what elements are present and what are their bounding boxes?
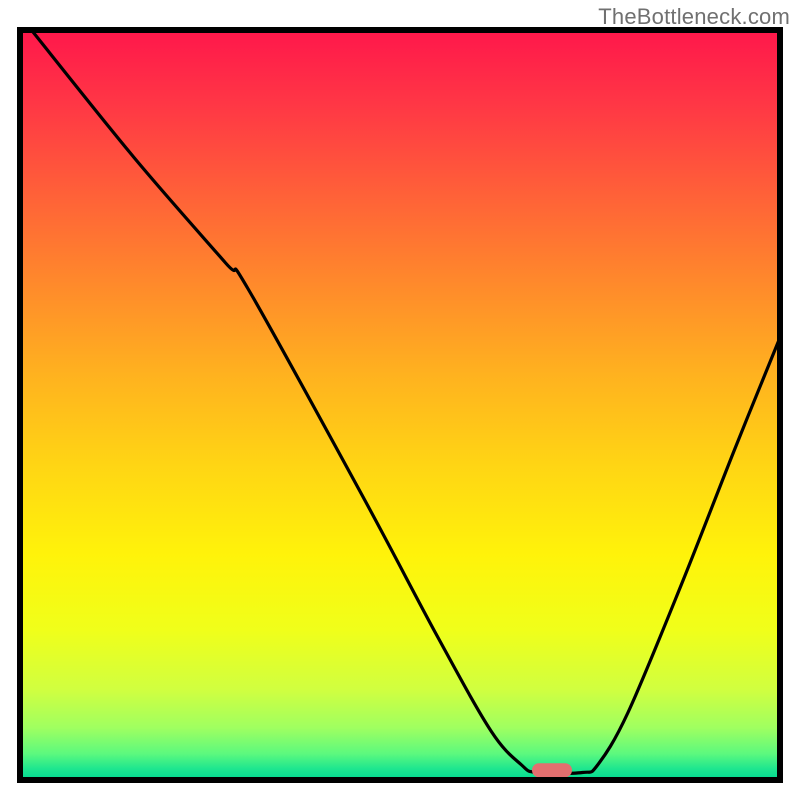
gradient-background [20,30,780,780]
optimal-marker [532,763,572,777]
bottleneck-chart [0,0,800,800]
watermark-text: TheBottleneck.com [598,4,790,30]
